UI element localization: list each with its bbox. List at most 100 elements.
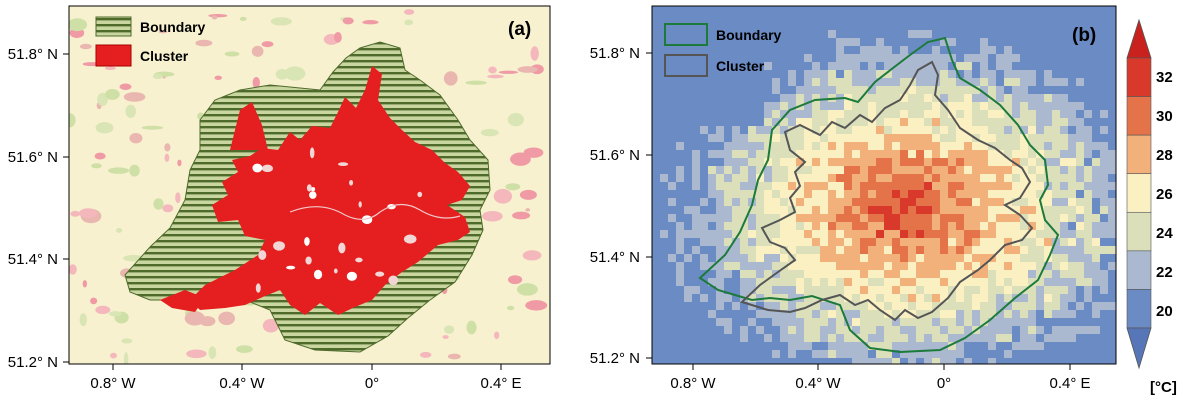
temperature-cell: [740, 30, 748, 38]
temperature-cell: [684, 38, 692, 46]
temperature-cell: [876, 326, 884, 334]
temperature-cell: [700, 110, 708, 118]
temperature-cell: [892, 166, 900, 174]
colorbar-label: 28: [1156, 147, 1173, 164]
temperature-cell: [716, 14, 724, 22]
legend-boundary-swatch: [664, 23, 708, 46]
temperature-cell: [956, 358, 964, 364]
temperature-cell: [652, 30, 660, 38]
temperature-cell: [748, 222, 756, 230]
temperature-cell: [732, 70, 740, 78]
temperature-cell: [788, 6, 796, 14]
temperature-cell: [836, 22, 844, 30]
temperature-cell: [844, 142, 852, 150]
temperature-cell: [740, 150, 748, 158]
temperature-cell: [996, 302, 1004, 310]
temperature-cell: [884, 238, 892, 246]
temperature-cell: [964, 166, 972, 174]
temperature-cell: [940, 198, 948, 206]
temperature-cell: [740, 222, 748, 230]
temperature-cell: [1028, 342, 1036, 350]
temperature-cell: [948, 22, 956, 30]
temperature-cell: [748, 102, 756, 110]
temperature-cell: [860, 358, 868, 364]
temperature-cell: [764, 62, 772, 70]
temperature-cell: [764, 46, 772, 54]
legend-cluster-swatch: [664, 54, 708, 77]
temperature-cell: [756, 206, 764, 214]
temperature-cell: [1100, 62, 1108, 70]
temperature-cell: [940, 270, 948, 278]
temperature-cell: [1084, 350, 1092, 358]
temperature-cell: [916, 78, 924, 86]
temperature-cell: [1100, 46, 1108, 54]
temperature-cell: [988, 198, 996, 206]
landcover-patch: [107, 167, 130, 174]
temperature-cell: [716, 78, 724, 86]
temperature-cell: [988, 150, 996, 158]
urban-gap: [358, 201, 362, 208]
landcover-patch: [482, 210, 503, 222]
temperature-cell: [868, 190, 876, 198]
temperature-cell: [812, 358, 820, 364]
temperature-cell: [1108, 238, 1116, 246]
temperature-cell: [884, 30, 892, 38]
temperature-cell: [1020, 318, 1028, 326]
temperature-cell: [1068, 302, 1076, 310]
temperature-cell: [780, 102, 788, 110]
temperature-cell: [804, 286, 812, 294]
temperature-cell: [1084, 334, 1092, 342]
temperature-cell: [804, 350, 812, 358]
temperature-cell: [724, 94, 732, 102]
temperature-cell: [916, 286, 924, 294]
temperature-cell: [852, 246, 860, 254]
temperature-cell: [1092, 6, 1100, 14]
temperature-cell: [1036, 30, 1044, 38]
temperature-cell: [764, 326, 772, 334]
temperature-cell: [652, 358, 660, 364]
temperature-cell: [892, 190, 900, 198]
temperature-cell: [1092, 174, 1100, 182]
temperature-cell: [756, 126, 764, 134]
urban-gap: [304, 236, 310, 246]
temperature-cell: [812, 198, 820, 206]
temperature-cell: [748, 110, 756, 118]
temperature-cell: [844, 78, 852, 86]
temperature-cell: [1036, 358, 1044, 364]
temperature-cell: [652, 278, 660, 286]
temperature-cell: [804, 6, 812, 14]
temperature-cell: [836, 118, 844, 126]
landcover-patch: [252, 76, 260, 89]
temperature-cell: [988, 70, 996, 78]
temperature-cell: [964, 326, 972, 334]
temperature-cell: [668, 254, 676, 262]
temperature-cell: [812, 142, 820, 150]
legend-boundary-swatch: [95, 16, 132, 37]
temperature-cell: [740, 302, 748, 310]
temperature-cell: [844, 302, 852, 310]
temperature-cell: [876, 318, 884, 326]
temperature-cell: [748, 86, 756, 94]
temperature-cell: [748, 118, 756, 126]
temperature-cell: [980, 134, 988, 142]
temperature-cell: [756, 342, 764, 350]
temperature-cell: [1100, 118, 1108, 126]
colorbar: 32 30 28 26 24 22 20 [°C]: [1126, 18, 1177, 396]
temperature-cell: [956, 46, 964, 54]
temperature-cell: [684, 342, 692, 350]
temperature-cell: [748, 326, 756, 334]
landcover-patch: [208, 346, 217, 360]
temperature-cell: [1060, 358, 1068, 364]
temperature-cell: [1044, 102, 1052, 110]
temperature-cell: [892, 254, 900, 262]
temperature-cell: [852, 14, 860, 22]
temperature-cell: [1044, 326, 1052, 334]
temperature-cell: [1004, 222, 1012, 230]
temperature-cell: [1044, 94, 1052, 102]
temperature-cell: [972, 310, 980, 318]
temperature-cell: [836, 38, 844, 46]
temperature-cell: [684, 142, 692, 150]
temperature-cell: [812, 190, 820, 198]
temperature-cell: [836, 102, 844, 110]
temperature-cell: [700, 46, 708, 54]
